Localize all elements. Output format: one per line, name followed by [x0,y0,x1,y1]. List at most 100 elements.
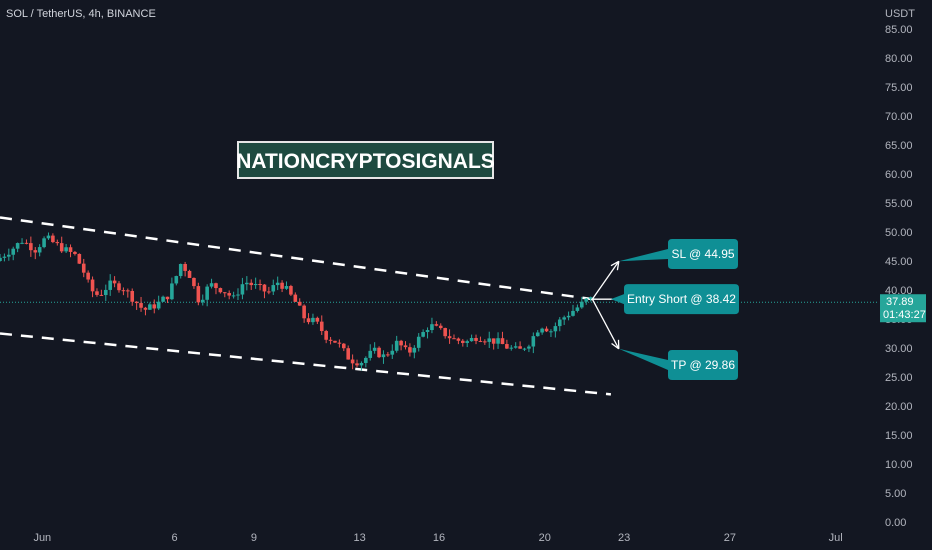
y-axis[interactable]: 85.00 80.00 75.00 70.00 65.00 60.00 55.00 50.00… [885,24,913,529]
candle-body [275,282,280,286]
candle-body [77,253,82,264]
candle-body [112,280,117,284]
y-tick-label: 75.00 [885,82,913,94]
y-tick-label: 10.00 [885,459,913,471]
x-tick-label: 20 [539,532,551,544]
candle-body [355,363,359,366]
candle-body [143,307,148,310]
candle-body [240,284,245,295]
candle-body [372,347,377,351]
candle-body [368,350,373,358]
y-tick-label: 80.00 [885,53,913,65]
x-axis[interactable]: Jun 6 9 13 16 20 23 27 Jul [33,532,842,544]
tp-callout[interactable]: TP @ 29.86 [618,348,738,380]
candle-body [280,282,284,289]
candle-body [15,243,20,249]
candle-body [434,324,439,326]
candle-body [438,325,443,329]
candle-body [399,340,403,346]
candle-body [227,293,231,296]
y-tick-label: 5.00 [885,488,906,500]
candle-body [46,235,51,239]
candle-body [81,263,86,273]
y-axis-unit: USDT [885,8,915,20]
candle-body [509,347,514,349]
candle-body [478,340,483,342]
last-price-value: 37.89 [886,296,914,308]
candle-body [452,338,456,340]
candle-body [152,304,157,309]
brand-box [237,141,494,179]
candle-body [214,283,218,289]
candle-body [341,343,346,349]
candle-body [553,326,558,332]
candle-body [496,338,500,344]
candle-body [319,321,324,332]
candle-body [575,307,580,311]
candle-body [425,330,430,333]
candles-layer [0,232,593,371]
candle-body [29,243,33,251]
candle-body [447,336,452,339]
candle-body [364,357,368,363]
y-tick-label: 55.00 [885,198,913,210]
y-tick-label: 15.00 [885,430,913,442]
candle-body [7,254,11,257]
y-tick-label: 45.00 [885,256,913,268]
candle-body [491,338,496,344]
candle-body [95,291,99,295]
candle-body [42,238,46,248]
candle-body [324,331,328,340]
candle-body [2,256,7,258]
candle-body [416,336,421,348]
x-tick-label: 6 [171,532,177,544]
candle-body [381,354,386,358]
candle-body [51,235,55,243]
candle-body [306,318,311,323]
x-tick-label: Jul [829,532,843,544]
candle-body [359,362,364,366]
sl-callout[interactable]: SL @ 44.95 [618,239,738,269]
candle-body [33,250,38,253]
candle-body [130,290,135,302]
candle-body [557,319,562,327]
y-tick-label: 85.00 [885,24,913,36]
candle-body [408,347,412,353]
candle-body [544,328,549,332]
candle-body [86,272,90,280]
candle-body [580,301,584,308]
candle-body [566,315,571,318]
candle-body [165,296,170,300]
candle-body [465,341,470,343]
y-tick-label: 25.00 [885,372,913,384]
entry-callout[interactable]: Entry Short @ 38.42 [610,284,739,315]
candle-body [156,301,161,309]
entry-callout-box [610,284,739,315]
last-price-tag-box [880,294,926,323]
candle-body [271,285,276,292]
candle-body [178,263,183,277]
candle-body [196,286,201,303]
candle-body [11,248,16,255]
candle-body [346,348,351,360]
candle-body [139,303,143,308]
candle-body [245,282,249,285]
y-tick-label: 40.00 [885,285,913,297]
candle-body [302,305,306,319]
channel-upper-line [0,216,593,301]
candle-body [262,284,267,292]
x-tick-label: Jun [33,532,51,544]
candle-body [403,345,408,348]
tp-callout-box [618,348,738,380]
y-tick-label: 50.00 [885,227,913,239]
candle-body [103,289,108,296]
candle-body [456,338,461,341]
candle-body [461,340,465,343]
channel-lower-line [0,332,612,396]
candle-body [377,347,381,358]
candle-body [253,283,258,286]
candle-body [37,247,42,253]
channel-lines [0,216,612,396]
